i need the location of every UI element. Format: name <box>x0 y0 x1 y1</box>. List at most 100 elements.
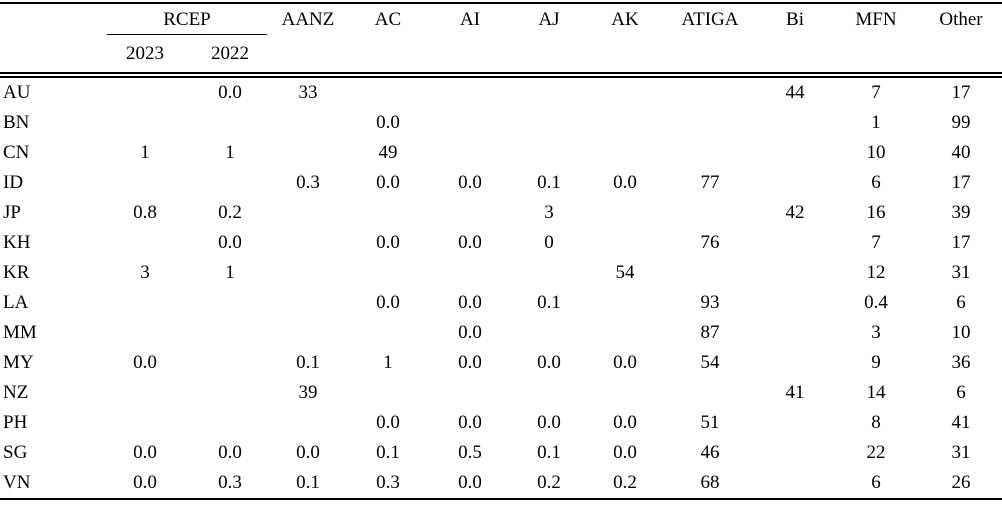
table-cell <box>758 168 832 198</box>
table-cell <box>346 198 430 228</box>
table-cell: 33 <box>298 82 318 103</box>
table-row: ID 0.3 0.0 0.0 0.1 0.0 77 6 17 <box>0 168 1002 198</box>
row-label: KR <box>3 262 30 283</box>
table-cell <box>510 378 588 408</box>
table-cell: 10 <box>866 142 886 163</box>
table-cell: 8 <box>871 412 881 433</box>
table-cell: 1 <box>225 262 235 283</box>
table-cell <box>270 228 346 258</box>
table-cell: 1 <box>140 142 150 163</box>
column-header-2022: 2022 <box>190 42 270 78</box>
table-cell: 0.0 <box>613 352 637 373</box>
row-label: VN <box>0 468 100 500</box>
table-cell <box>588 138 662 168</box>
table-cell: 49 <box>378 142 398 163</box>
table-cell <box>430 258 510 288</box>
table-cell: 1 <box>383 352 393 373</box>
table-cell <box>270 108 346 138</box>
table-cell <box>190 348 270 378</box>
table-cell: 0.3 <box>346 468 430 500</box>
table-cell: 0.0 <box>296 442 320 463</box>
table-cell <box>100 318 190 348</box>
table-cell <box>270 318 346 348</box>
table-cell: 7 <box>871 82 881 103</box>
table-cell <box>190 318 270 348</box>
table-cell <box>270 408 346 438</box>
table-cell: 22 <box>866 442 886 463</box>
table-cell: 0.0 <box>376 112 400 133</box>
column-header-bi: Bi <box>786 9 804 30</box>
table-cell: 14 <box>866 382 886 403</box>
table-cell <box>510 258 588 288</box>
table-cell: 0.0 <box>537 412 561 433</box>
table-cell: 1 <box>225 142 235 163</box>
table-cell <box>430 108 510 138</box>
column-header-rcep: RCEP <box>100 3 270 42</box>
table-cell <box>758 288 832 318</box>
table-cell <box>270 288 346 318</box>
table-cell: 0.4 <box>864 292 888 313</box>
table-row: PH 0.0 0.0 0.0 0.0 51 8 41 <box>0 408 1002 438</box>
table-cell <box>100 168 190 198</box>
table-cell: 87 <box>700 322 720 343</box>
table-cell: 0.0 <box>218 442 242 463</box>
table-cell: 0.0 <box>376 292 400 313</box>
table-cell: 0.0 <box>376 232 400 253</box>
column-header-atiga: ATIGA <box>681 9 739 30</box>
table-cell <box>662 138 758 168</box>
table-cell <box>346 318 430 348</box>
table-cell <box>346 75 430 108</box>
table-cell: 0.1 <box>376 442 400 463</box>
column-header-ai: AI <box>459 9 481 30</box>
table-row: CN 1 1 49 10 40 <box>0 138 1002 168</box>
rcep-group-label: RCEP <box>107 9 267 35</box>
table-cell <box>190 378 270 408</box>
table-row: KH 0.0 0.0 0.0 0 76 7 17 <box>0 228 1002 258</box>
table-cell: 36 <box>951 352 971 373</box>
table-row: VN 0.0 0.3 0.1 0.3 0.0 0.2 0.2 68 6 26 <box>0 468 1002 500</box>
table-cell: 0.2 <box>510 468 588 500</box>
column-header-mfn: MFN <box>855 9 897 30</box>
table-cell: 77 <box>700 172 720 193</box>
table-cell <box>430 378 510 408</box>
table-cell <box>758 438 832 468</box>
column-header-other: Other <box>939 9 983 30</box>
table-cell: 44 <box>785 82 805 103</box>
row-label: BN <box>3 112 30 133</box>
table-cell: 3 <box>871 322 881 343</box>
table-cell <box>430 75 510 108</box>
table-cell <box>588 288 662 318</box>
row-label: LA <box>3 292 29 313</box>
table-cell: 3 <box>544 202 554 223</box>
row-label: ID <box>3 172 24 193</box>
table-cell <box>758 348 832 378</box>
table-row: AU 0.0 33 44 7 17 <box>0 75 1002 108</box>
table-cell: 0.2 <box>588 468 662 500</box>
table-cell: 68 <box>662 468 758 500</box>
table-cell <box>430 138 510 168</box>
table-cell <box>758 468 832 500</box>
table-cell <box>430 198 510 228</box>
table-cell: 54 <box>615 262 635 283</box>
table-cell: 54 <box>700 352 720 373</box>
table-cell <box>100 378 190 408</box>
row-label: CN <box>3 142 30 163</box>
table-cell: 0.0 <box>458 172 482 193</box>
table-cell: 0.1 <box>296 352 320 373</box>
table-cell <box>346 378 430 408</box>
table-cell: 10 <box>951 322 971 343</box>
table-cell: 41 <box>951 412 971 433</box>
table-row: MY 0.0 0.1 1 0.0 0.0 0.0 54 9 36 <box>0 348 1002 378</box>
row-label: AU <box>3 82 31 103</box>
table-cell: 0.0 <box>100 468 190 500</box>
table-cell: 40 <box>951 142 971 163</box>
table-cell: 9 <box>871 352 881 373</box>
table-cell: 31 <box>951 442 971 463</box>
table-cell <box>190 408 270 438</box>
table-cell <box>510 318 588 348</box>
table-cell <box>270 198 346 228</box>
table-row: SG 0.0 0.0 0.0 0.1 0.5 0.1 0.0 46 22 31 <box>0 438 1002 468</box>
header-row-years: 2023 2022 <box>0 42 1002 78</box>
table-cell <box>190 288 270 318</box>
